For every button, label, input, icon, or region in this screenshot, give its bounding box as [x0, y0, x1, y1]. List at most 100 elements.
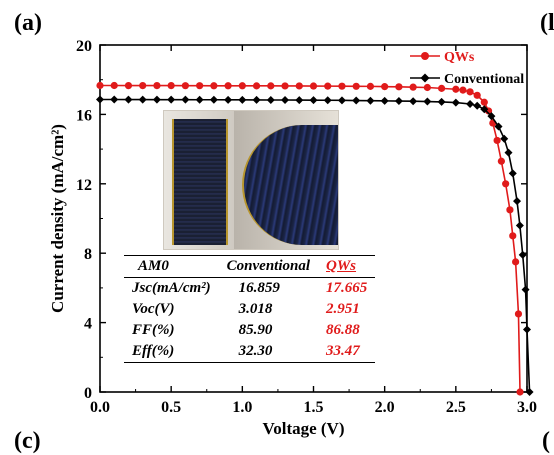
data-point-conventional: [124, 95, 133, 104]
bent-solar-cell: [242, 125, 338, 245]
data-point-qws: [459, 86, 467, 94]
table-row: Eff(%) 32.30 33.47: [124, 341, 376, 363]
row-label: Jsc(mA/cm²): [132, 280, 211, 296]
table-row: Jsc(mA/cm²) 16.859 17.665: [124, 278, 375, 300]
data-point-qws: [423, 83, 431, 92]
data-point-qws: [196, 82, 204, 90]
table-header-row: AM0 Conventional QWs: [124, 255, 376, 278]
data-point-conventional: [525, 388, 534, 396]
data-point-conventional: [96, 95, 104, 104]
legend-label-qws: QWs: [444, 50, 475, 65]
table-row: FF(%) 85.90 86.88: [124, 320, 375, 341]
data-point-qws: [497, 157, 505, 165]
data-point-conventional: [504, 148, 513, 157]
y-tick-label: 0: [84, 385, 92, 402]
data-point-qws: [167, 81, 175, 90]
x-tick-label: 2.0: [375, 399, 395, 416]
qws-value: 2.951: [326, 301, 360, 317]
data-point-conventional: [167, 95, 176, 104]
row-label: FF(%): [132, 322, 175, 338]
data-point-conventional: [281, 95, 290, 104]
data-point-qws: [466, 88, 474, 96]
data-point-qws: [366, 82, 375, 90]
data-point-qws: [153, 81, 161, 90]
data-point-conventional: [266, 95, 275, 104]
flat-solar-cell: [172, 119, 228, 245]
data-point-qws: [96, 81, 104, 90]
legend-label-conventional: Conventional: [444, 72, 524, 87]
data-point-conventional: [295, 96, 304, 105]
panel-label-b-fragment: (l: [540, 10, 554, 36]
data-point-qws: [381, 83, 389, 91]
y-tick-label: 12: [76, 177, 92, 194]
data-point-qws: [139, 81, 147, 90]
header-am0: AM0: [124, 255, 219, 278]
data-point-conventional: [500, 134, 509, 143]
data-point-conventional: [323, 96, 332, 105]
data-point-conventional: [195, 95, 204, 104]
data-point-conventional: [480, 105, 489, 114]
data-point-qws: [514, 310, 523, 318]
conventional-value: 16.859: [238, 280, 280, 296]
data-point-conventional: [494, 122, 503, 131]
data-point-conventional: [451, 98, 460, 107]
data-point-conventional: [110, 95, 119, 104]
data-point-conventional: [209, 95, 218, 104]
conventional-value: 32.30: [218, 341, 319, 363]
y-tick-label: 20: [76, 38, 92, 55]
data-point-qws: [506, 206, 514, 214]
data-point-qws: [110, 81, 118, 90]
data-point-conventional: [508, 169, 517, 178]
panel-label-d-fragment: (: [542, 428, 550, 454]
legend-marker-conventional: [420, 73, 430, 83]
data-point-qws: [309, 82, 318, 90]
qws-value: 33.47: [318, 341, 376, 363]
data-point-qws: [512, 258, 520, 266]
data-point-conventional: [409, 97, 418, 106]
data-point-conventional: [380, 96, 389, 105]
header-qws: QWs: [318, 255, 376, 278]
legend-marker-qws: [421, 52, 429, 60]
data-point-qws: [338, 82, 346, 90]
device-parameters-table: AM0 Conventional QWs Jsc(mA/cm²) 16.859 …: [124, 255, 376, 363]
data-point-qws: [224, 82, 232, 90]
data-point-conventional: [352, 96, 361, 105]
x-tick-label: 1.5: [304, 399, 324, 416]
data-point-conventional: [466, 99, 475, 108]
data-point-qws: [295, 82, 303, 90]
series-line-conventional: [100, 98, 531, 393]
data-point-conventional: [224, 95, 233, 104]
header-conventional: Conventional: [218, 255, 319, 278]
data-point-conventional: [515, 221, 524, 230]
data-point-conventional: [437, 97, 446, 106]
data-point-qws: [438, 84, 446, 92]
row-label: Voc(V): [132, 301, 175, 317]
data-point-conventional: [238, 95, 247, 104]
conventional-value: 3.018: [238, 301, 273, 317]
x-axis-label: Voltage (V): [263, 419, 345, 438]
data-point-qws: [281, 82, 289, 90]
y-axis-label: Current density (mA/cm²): [48, 124, 67, 313]
panel-label-a: (a): [14, 10, 42, 36]
series-line-qws: [100, 84, 521, 393]
data-point-qws: [124, 81, 133, 90]
data-point-conventional: [138, 95, 147, 104]
table-row: Voc(V) 3.018 2.951: [124, 299, 375, 320]
data-point-conventional: [473, 101, 482, 110]
row-label: Eff(%): [124, 341, 219, 363]
data-point-conventional: [487, 112, 496, 121]
data-point-qws: [324, 82, 332, 90]
data-point-conventional: [518, 250, 527, 259]
data-point-qws: [267, 82, 275, 90]
data-point-conventional: [181, 95, 190, 104]
data-point-qws: [352, 82, 360, 90]
y-tick-label: 16: [76, 107, 92, 124]
qws-value: 86.88: [326, 322, 360, 338]
x-tick-label: 3.0: [517, 399, 537, 416]
x-tick-label: 0.5: [161, 399, 181, 416]
data-point-conventional: [423, 97, 432, 106]
data-point-conventional: [366, 96, 375, 105]
data-point-conventional: [394, 97, 403, 106]
x-tick-label: 1.0: [232, 399, 252, 416]
